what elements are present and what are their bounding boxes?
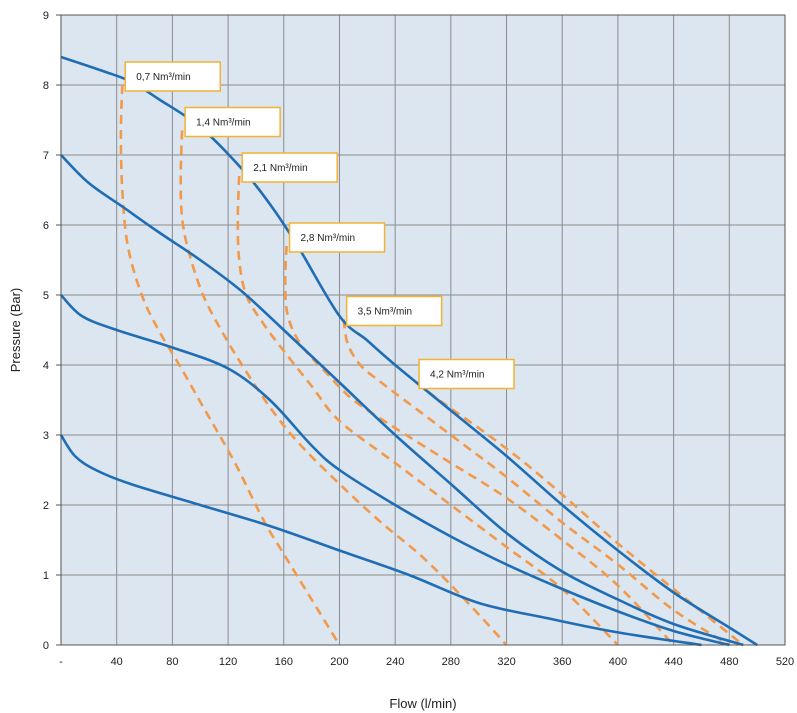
curve-label-box [288, 222, 386, 253]
curve-label-text: 1,4 Nm³/min [196, 118, 250, 129]
air-consumption-curve-8 [342, 319, 730, 647]
curve-label-text: 2,8 Nm³/min [301, 233, 355, 244]
plot-background [61, 15, 785, 645]
y-tick-label: 9 [43, 10, 49, 22]
pressure-curve-2 [60, 154, 744, 647]
air-consumption-curve-9 [415, 381, 745, 647]
y-tick-label: 2 [43, 500, 49, 512]
curve-label-box [345, 295, 443, 327]
air-consumption-curve-7 [283, 245, 675, 646]
y-axis-title: Pressure (Bar) [8, 288, 23, 373]
curve-labels: 0,7 Nm³/min 1,4 Nm³/min 2,1 Nm³/min 2,8 Nm³… [124, 61, 515, 390]
curve-label-box [184, 106, 281, 138]
x-tick-label: 120 [219, 656, 237, 668]
curves [59, 55, 758, 647]
x-tick-label: 80 [166, 656, 178, 668]
x-tick-label: 280 [442, 656, 460, 668]
x-tick-label: 400 [609, 656, 627, 668]
air-consumption-curve-4 [119, 84, 341, 646]
y-tick-label: 3 [43, 430, 49, 442]
curve-label-text: 2,1 Nm³/min [253, 163, 307, 174]
curve-label-4: 3,5 Nm³/min [345, 295, 443, 327]
y-tick-label: 4 [43, 360, 49, 372]
y-tick-label: 7 [43, 150, 49, 162]
x-tick-label: 360 [553, 656, 571, 668]
curve-label-text: 0,7 Nm³/min [136, 72, 190, 83]
x-tick-label: 440 [664, 656, 682, 668]
x-tick-label: 480 [720, 656, 738, 668]
y-tick-label: 0 [43, 640, 49, 652]
x-tick-label: 240 [386, 656, 404, 668]
x-tick-label: 320 [497, 656, 515, 668]
air-consumption-curve-6 [236, 175, 619, 646]
x-tick-label: - [59, 656, 63, 668]
x-tick-label: 160 [275, 656, 293, 668]
curve-label-box [124, 61, 222, 92]
pressure-curve-0 [59, 434, 702, 647]
curve-label-text: 3,5 Nm³/min [358, 307, 412, 318]
plot-frame [60, 14, 786, 646]
curve-label-5: 4,2 Nm³/min [418, 358, 515, 390]
y-tick-label: 6 [43, 220, 49, 232]
y-tick-label: 1 [43, 570, 49, 582]
curve-label-3: 2,8 Nm³/min [288, 222, 386, 253]
curve-label-1: 1,4 Nm³/min [184, 106, 281, 138]
y-tick-label: 8 [43, 80, 49, 92]
curve-label-box [418, 358, 515, 390]
x-tick-label: 40 [111, 656, 123, 668]
curve-label-text: 4,2 Nm³/min [430, 370, 484, 381]
curve-label-2: 2,1 Nm³/min [241, 152, 338, 183]
x-tick-label: 520 [776, 656, 794, 668]
pressure-curve-1 [60, 294, 730, 647]
pressure-curve-3 [60, 55, 758, 647]
curve-label-box [241, 152, 338, 183]
x-axis-title: Flow (l/min) [389, 696, 456, 711]
curve-label-0: 0,7 Nm³/min [124, 61, 222, 92]
y-tick-label: 5 [43, 290, 49, 302]
axis-ticks: - 40 80 120 160 200 240 280 320 360 400 440 480 520 0 1… [43, 10, 794, 668]
x-tick-label: 200 [330, 656, 348, 668]
